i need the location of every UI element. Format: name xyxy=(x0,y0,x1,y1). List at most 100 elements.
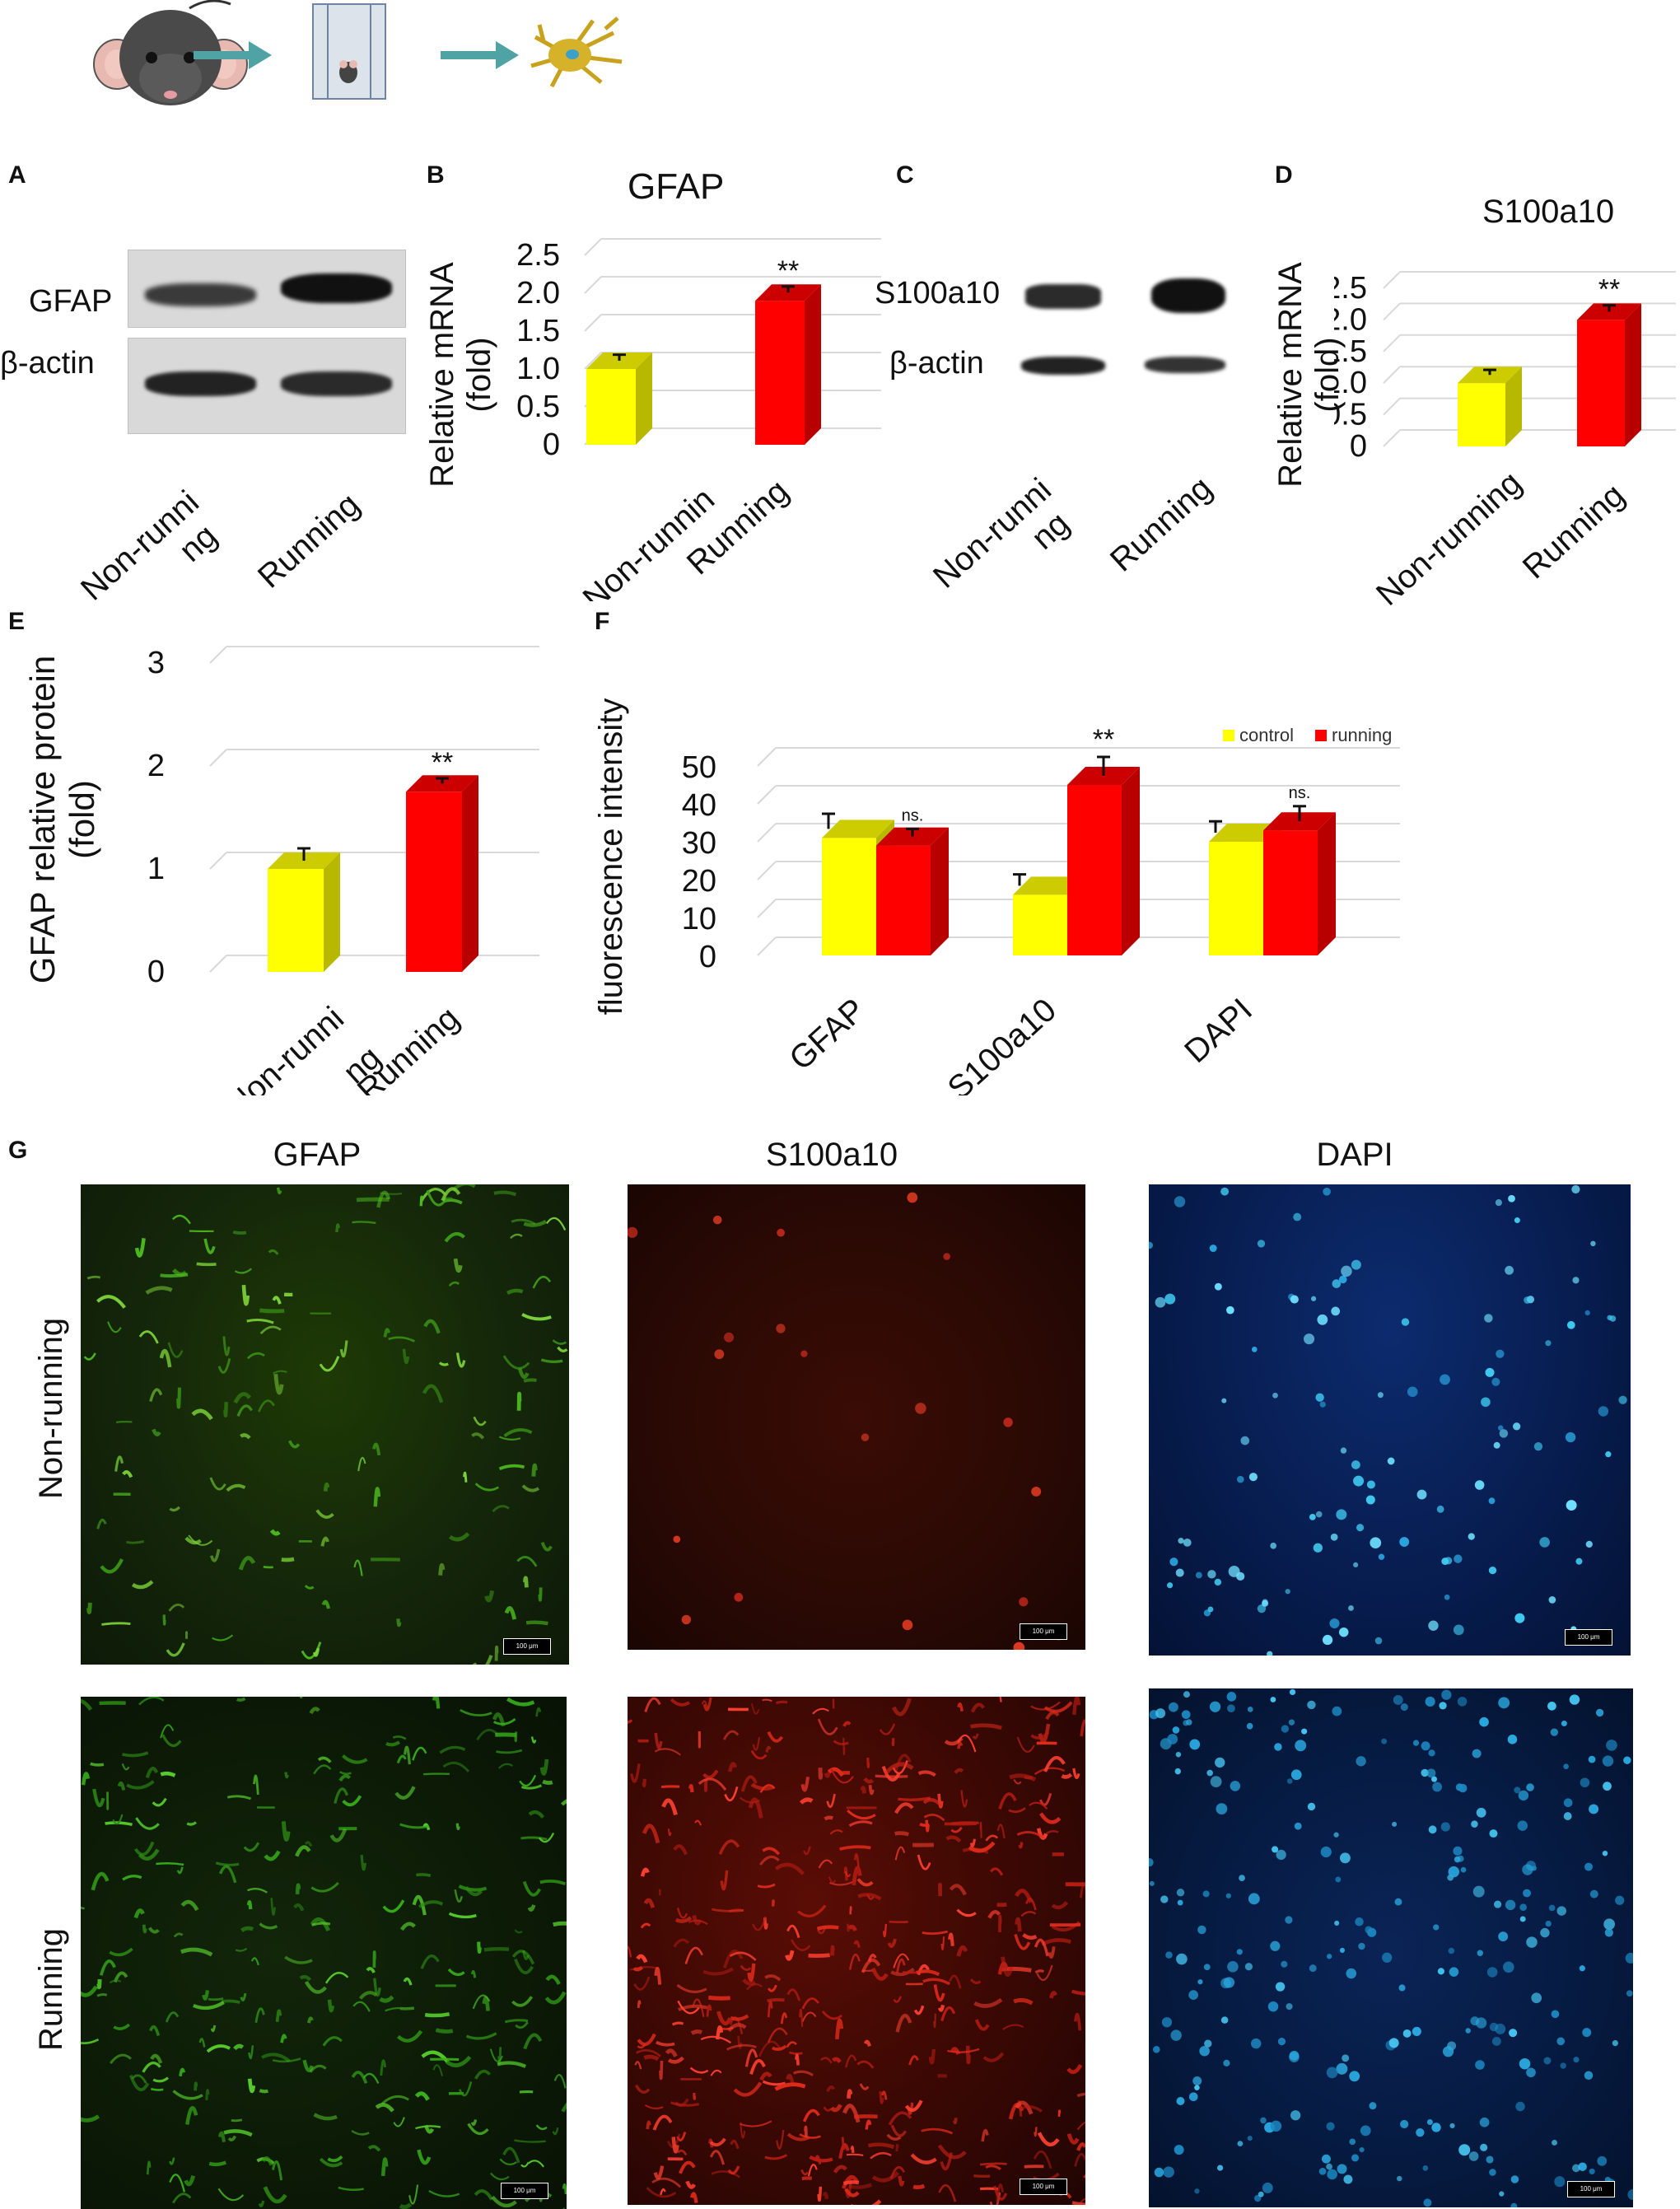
cell-process xyxy=(640,1867,650,1877)
nucleus xyxy=(1149,1241,1154,1249)
cell-process xyxy=(879,1723,896,1735)
cell-process xyxy=(385,2006,408,2012)
cell-process xyxy=(460,1708,492,1716)
nucleus xyxy=(1428,1620,1439,1631)
cell-process xyxy=(235,1947,248,1952)
cell-process xyxy=(372,1442,381,1456)
cell-process xyxy=(254,2007,265,2024)
nucleus xyxy=(1571,1184,1580,1194)
cell-process xyxy=(795,2053,800,2066)
cell-process xyxy=(145,1767,159,1778)
nucleus xyxy=(1526,1936,1538,1948)
nucleus xyxy=(1627,2188,1633,2201)
nucleus xyxy=(1339,1947,1345,1953)
cell-process xyxy=(424,2012,450,2018)
cell-process xyxy=(506,1697,535,1707)
nucleus xyxy=(1571,2164,1580,2173)
nucleus xyxy=(1003,1417,1013,1427)
nucleus xyxy=(1183,1720,1189,1726)
cell-process xyxy=(383,1328,390,1338)
cell-process xyxy=(960,1790,968,1808)
nucleus xyxy=(1436,1505,1444,1513)
cell-process xyxy=(504,1606,517,1620)
bar xyxy=(268,852,340,972)
micrograph-cells xyxy=(628,1697,1085,2205)
gridline xyxy=(209,749,227,767)
gridline xyxy=(584,276,602,294)
nucleus xyxy=(1519,1903,1527,1912)
cell-process xyxy=(472,1655,493,1665)
nucleus xyxy=(1428,1825,1437,1834)
y-tick-label: 2.0 xyxy=(1334,302,1367,337)
cell-process xyxy=(522,1880,542,1897)
nucleus xyxy=(1206,1769,1214,1777)
gridline xyxy=(1383,302,1401,321)
cell-process xyxy=(895,2014,912,2033)
cell-process xyxy=(438,1562,446,1576)
nucleus xyxy=(1566,1500,1577,1511)
cell-process xyxy=(261,2053,291,2063)
cell-process xyxy=(122,1875,142,1881)
cell-process xyxy=(802,2109,820,2123)
nucleus xyxy=(1227,1961,1239,1973)
nucleus xyxy=(1290,1295,1299,1304)
cell-process xyxy=(1034,1969,1045,1974)
cell-process xyxy=(396,1618,402,1628)
nucleus xyxy=(1239,1875,1245,1882)
nucleus xyxy=(1556,1906,1566,1916)
y-axis-label: fluorescence intensity xyxy=(593,698,629,1016)
cell-process xyxy=(809,2155,833,2163)
cell-process xyxy=(949,1974,962,1989)
cell-process xyxy=(816,1925,839,1931)
nucleus xyxy=(1448,1947,1455,1954)
nucleus xyxy=(1472,1749,1482,1758)
cell-process xyxy=(634,2084,651,2095)
y-tick-label: 10 xyxy=(682,902,716,936)
cell-process xyxy=(817,2186,823,2202)
nucleus xyxy=(1474,1480,1485,1490)
cell-process xyxy=(169,2174,186,2193)
cell-process xyxy=(801,1997,819,2010)
cell-process xyxy=(382,1899,405,1913)
cell-process xyxy=(684,1946,703,1964)
blot-col-label: Non-runni ng xyxy=(74,483,224,608)
nucleus xyxy=(1563,1812,1572,1820)
cell-process xyxy=(1066,2133,1080,2145)
cell-process xyxy=(803,1846,811,1856)
nucleus xyxy=(1479,2117,1490,2127)
y-tick-label: 1 xyxy=(147,852,165,886)
cell-process xyxy=(240,1992,247,2001)
cell-process xyxy=(455,1823,460,1831)
cell-process xyxy=(863,2039,871,2047)
arrow-right-icon xyxy=(441,41,519,69)
nucleus xyxy=(1503,1961,1514,1973)
cell-process xyxy=(414,2091,430,2101)
cell-process xyxy=(236,1697,246,1702)
nucleus xyxy=(1454,1554,1463,1563)
cell-process xyxy=(310,1881,339,1893)
nucleus xyxy=(1479,1716,1489,1727)
cell-process xyxy=(302,2059,314,2072)
cell-process xyxy=(1015,2100,1034,2115)
cell-process xyxy=(231,2118,243,2123)
cell-process xyxy=(833,1740,849,1746)
nucleus xyxy=(681,1614,692,1625)
cell-process xyxy=(81,2114,100,2123)
cell-process xyxy=(393,2117,405,2127)
nucleus xyxy=(1422,2165,1429,2171)
nucleus xyxy=(1458,2144,1471,2156)
cell-process xyxy=(956,1908,977,1917)
nucleus xyxy=(1524,1296,1531,1304)
nucleus xyxy=(1326,2122,1335,2131)
cell-process xyxy=(247,2078,256,2094)
cell-process xyxy=(910,2153,937,2165)
gridline xyxy=(757,936,777,956)
nucleus xyxy=(1509,2029,1518,2038)
scale-bar: 100 μm xyxy=(1567,2181,1615,2197)
cell-process xyxy=(844,2188,860,2197)
cell-process xyxy=(304,1585,315,1590)
nucleus xyxy=(1294,1822,1302,1830)
cell-process xyxy=(1071,1989,1085,1996)
nucleus xyxy=(1346,1968,1357,1979)
